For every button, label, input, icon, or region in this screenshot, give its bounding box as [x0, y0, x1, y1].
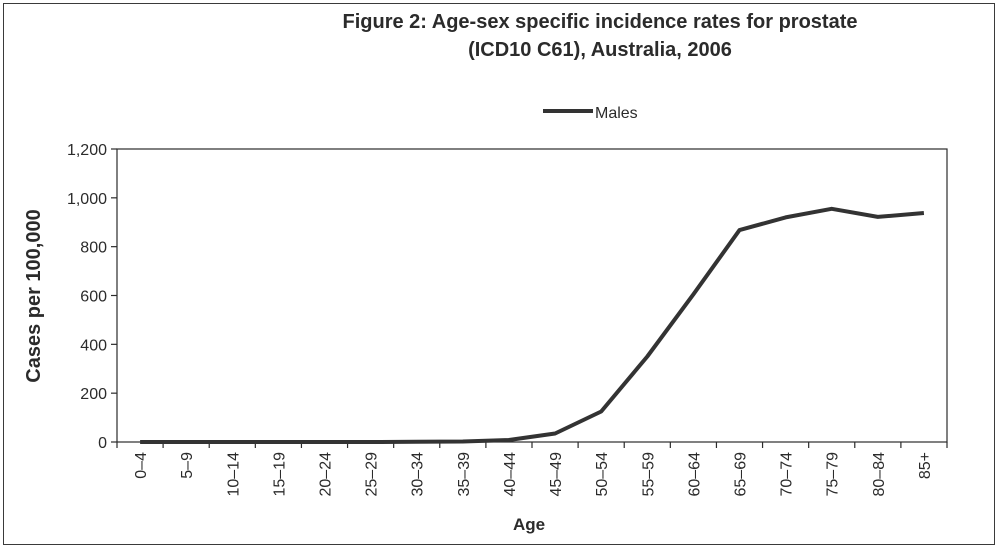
x-tick-label: 20–24: [318, 452, 335, 497]
chart-frame: [3, 3, 995, 545]
plot-area: [116, 148, 948, 443]
y-tick-label: 400: [80, 337, 107, 354]
x-tick-label: 5–9: [179, 452, 196, 479]
series-group: [140, 206, 925, 444]
chart-title-line-1: Figure 2: Age-sex specific incidence rat…: [342, 11, 858, 33]
x-axis-title: Age: [513, 515, 545, 534]
x-tick-label: 80–84: [871, 452, 888, 497]
x-axis: 0–4 5–9 10–14 15–19 20–24 25–29 30–34 35–39 40–4…: [116, 442, 948, 497]
x-tick-label: 35–39: [456, 452, 473, 497]
x-tick-label: 40–44: [502, 452, 519, 497]
x-tick-label: 45–49: [548, 452, 565, 497]
x-tick-label: 85+: [917, 452, 934, 479]
x-tick-label: 65–69: [733, 452, 750, 497]
y-axis-title: Cases per 100,000: [23, 209, 45, 382]
x-tick-label: 55–59: [640, 452, 657, 497]
chart-title: Figure 2: Age-sex specific incidence rat…: [300, 8, 900, 64]
x-tick-label: 70–74: [779, 452, 796, 497]
x-tick-label: 0–4: [133, 452, 150, 479]
chart-title-line-2: (ICD10 C61), Australia, 2006: [468, 39, 732, 61]
legend: Males: [543, 105, 638, 122]
y-tick-label: 1,000: [67, 191, 107, 208]
y-tick-label: 800: [80, 240, 107, 257]
x-tick-label: 10–14: [225, 452, 242, 497]
y-tick-label: 600: [80, 289, 107, 306]
x-tick-label: 30–34: [410, 452, 427, 497]
y-tick-label: 200: [80, 386, 107, 403]
x-tick-label: 75–79: [825, 452, 842, 497]
y-tick-label: 1,200: [67, 142, 107, 159]
x-tick-label: 60–64: [686, 452, 703, 497]
x-tick-label: 15–19: [271, 452, 288, 497]
legend-label-males: Males: [595, 105, 638, 122]
y-tick-label: 0: [98, 435, 107, 452]
x-tick-label: 25–29: [364, 452, 381, 497]
series-line-males: [140, 206, 925, 444]
x-tick-label: 50–54: [594, 452, 611, 497]
y-axis: 0 200 400 600 800 1,000 1,200: [67, 142, 117, 452]
